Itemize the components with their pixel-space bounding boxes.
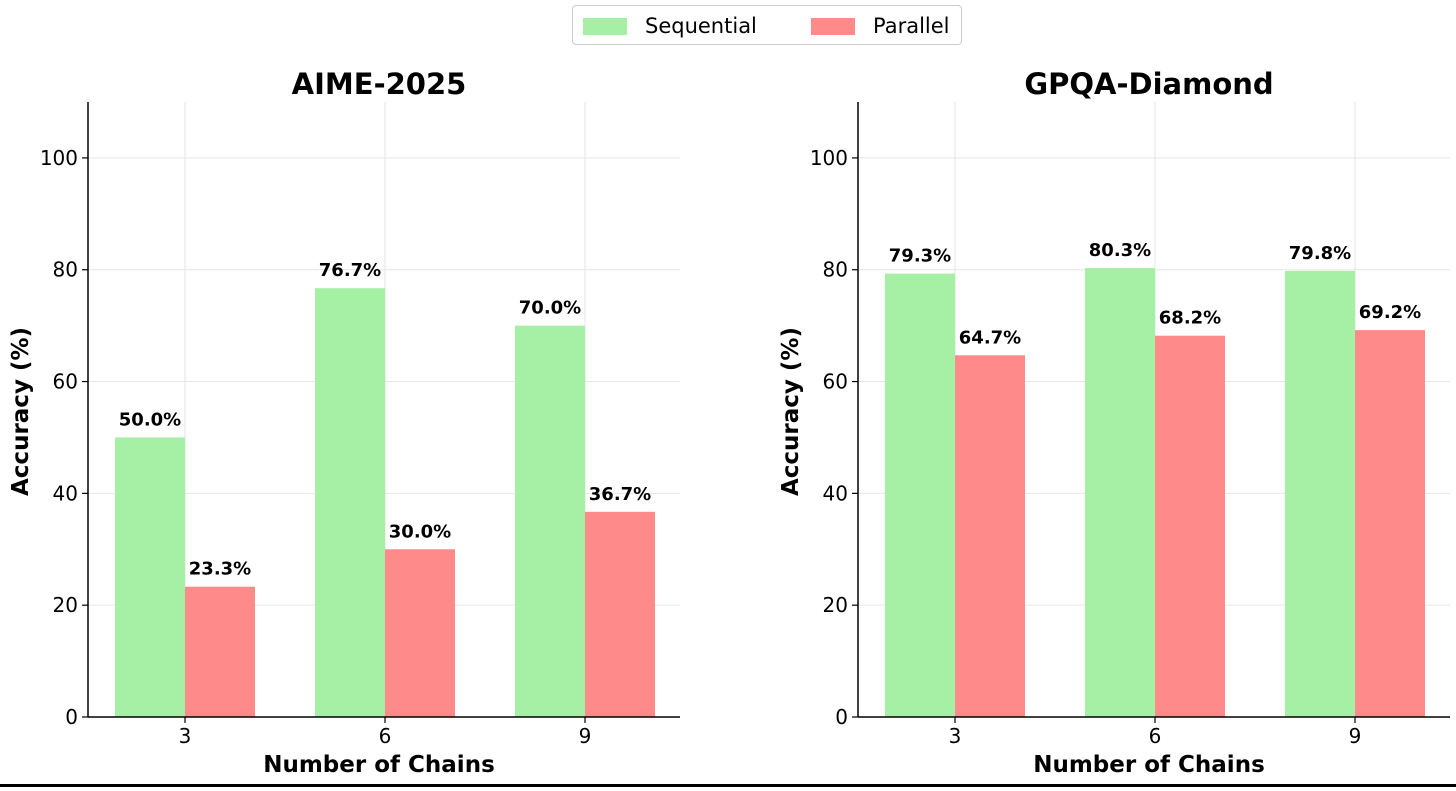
bar-sequential-9 (515, 325, 585, 717)
y-tick-label: 40 (53, 481, 78, 505)
legend-label-sequential: Sequential (645, 14, 757, 38)
x-tick-label: 3 (949, 724, 962, 748)
y-tick-label: 60 (823, 370, 848, 394)
legend-swatch-parallel (811, 17, 855, 35)
y-tick-label: 20 (53, 593, 78, 617)
y-tick-label: 20 (823, 593, 848, 617)
x-tick-label: 6 (379, 724, 392, 748)
y-tick-label: 100 (810, 146, 848, 170)
y-tick-label: 60 (53, 370, 78, 394)
bar-parallel-6 (385, 549, 455, 717)
bar-sequential-3 (115, 437, 185, 717)
data-label-sequential-6: 76.7% (319, 260, 381, 281)
data-label-sequential-3: 50.0% (119, 409, 181, 430)
bottom-rule (0, 784, 1456, 787)
x-tick-label: 6 (1149, 724, 1162, 748)
data-label-parallel-3: 64.7% (959, 327, 1021, 348)
bar-parallel-9 (1355, 330, 1425, 717)
data-label-sequential-9: 70.0% (519, 298, 581, 319)
data-label-parallel-9: 69.2% (1359, 302, 1421, 323)
data-label-parallel-3: 23.3% (189, 559, 251, 580)
data-label-sequential-9: 79.8% (1289, 243, 1351, 264)
chart-panel-2: 0 20 40 60 80 100 79.3% 80.3% 79.8% 64.7% 68.2% 69.… (778, 67, 1450, 778)
y-tick-label: 0 (835, 705, 848, 729)
legend-item-sequential: Sequential (583, 6, 757, 46)
data-label-parallel-9: 36.7% (589, 484, 651, 505)
data-label-sequential-6: 80.3% (1089, 240, 1151, 261)
bar-parallel-9 (585, 511, 655, 717)
bar-parallel-3 (955, 355, 1025, 717)
y-tick-label: 40 (823, 481, 848, 505)
x-axis-label: Number of Chains (263, 752, 495, 778)
legend-swatch-sequential (583, 17, 627, 35)
chart-title: GPQA-Diamond (1024, 67, 1273, 101)
y-tick-label: 80 (53, 258, 78, 282)
x-tick-label: 9 (579, 724, 592, 748)
bar-sequential-9 (1285, 270, 1355, 717)
bar-parallel-3 (185, 586, 255, 717)
data-label-parallel-6: 30.0% (389, 521, 451, 542)
chart-title: AIME-2025 (292, 67, 467, 101)
legend-label-parallel: Parallel (873, 14, 950, 38)
data-label-sequential-3: 79.3% (889, 246, 951, 267)
data-label-parallel-6: 68.2% (1159, 308, 1221, 329)
bar-sequential-3 (885, 273, 955, 717)
chart-panel-1: 0 20 40 60 80 100 50.0% 76.7% 70.0% 23.3% 30.0% 36.… (8, 67, 680, 778)
x-axis-label: Number of Chains (1033, 752, 1265, 778)
bar-sequential-6 (315, 288, 385, 717)
bar-parallel-6 (1155, 335, 1225, 717)
bar-sequential-6 (1085, 268, 1155, 717)
y-tick-label: 100 (40, 146, 78, 170)
y-tick-label: 80 (823, 258, 848, 282)
legend: Sequential Parallel (572, 5, 962, 45)
x-tick-label: 3 (179, 724, 192, 748)
y-axis-label: Accuracy (%) (8, 327, 34, 496)
x-tick-label: 9 (1349, 724, 1362, 748)
legend-item-parallel: Parallel (811, 6, 950, 46)
y-tick-label: 0 (65, 705, 78, 729)
y-axis-label: Accuracy (%) (778, 327, 804, 496)
